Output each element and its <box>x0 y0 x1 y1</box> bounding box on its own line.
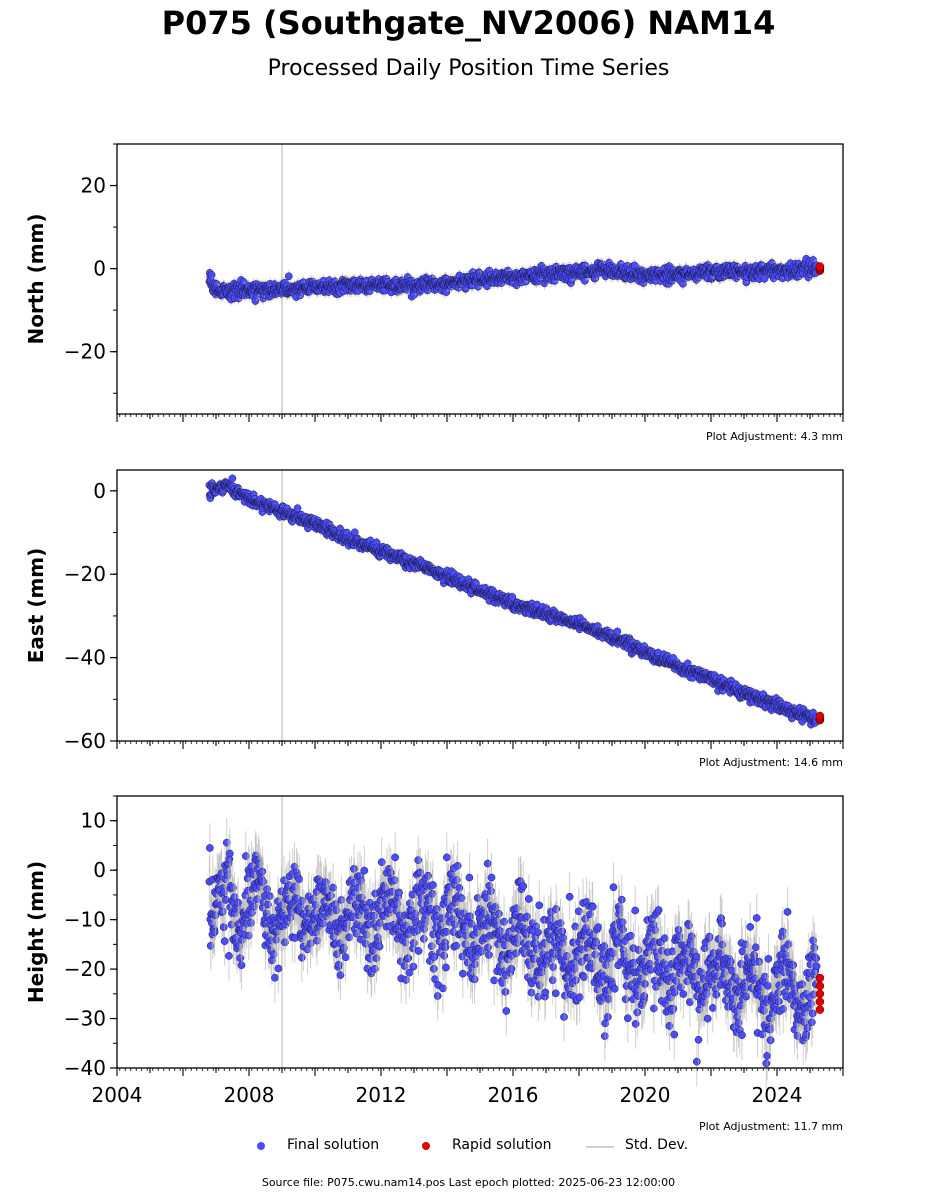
page-subtitle: Processed Daily Position Time Series <box>267 56 670 81</box>
plot-2-final-point <box>228 474 237 483</box>
plot-1-ytick-label: 20 <box>81 174 106 198</box>
plot-1-ylabel: North (mm) <box>24 213 48 344</box>
page-title: P075 (Southgate_NV2006) NAM14 <box>161 4 776 42</box>
plot-2-final-point <box>613 627 622 636</box>
plot-1-final-point <box>207 271 216 279</box>
plot-1-ytick-label: 0 <box>93 257 106 281</box>
plot-1-rapid-point <box>815 262 825 271</box>
plot-1-final-point <box>284 272 293 281</box>
plot-1-adjustment: Plot Adjustment: 4.3 mm <box>706 430 843 443</box>
plot-1-ytick-label: −20 <box>64 340 106 364</box>
